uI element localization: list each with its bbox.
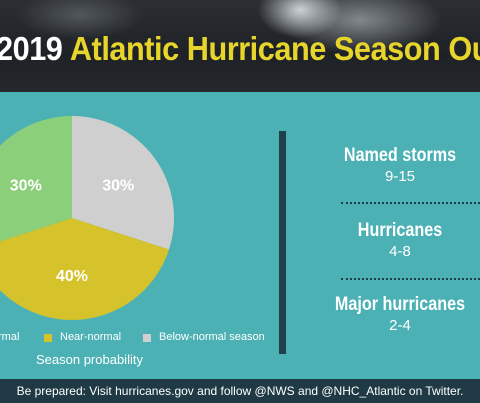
legend-swatch-below-normal (143, 334, 151, 342)
stat-label-major-hurricanes: Major hurricanes (334, 294, 466, 315)
legend-label-above-normal: rmal (0, 331, 20, 343)
legend-label-near-normal: Near-normal (60, 331, 122, 343)
stat-label-named-storms: Named storms (343, 145, 457, 166)
footer-bar: Be prepared: Visit hurricanes.gov and fo… (0, 379, 480, 403)
legend-swatch-near-normal (44, 334, 52, 342)
pie-label-below-normal: 30% (102, 177, 134, 194)
stat-label-hurricanes: Hurricanes (357, 220, 443, 241)
stat-named-storms: Named storms 9-15 (300, 145, 480, 185)
pie-slice-above-normal (0, 116, 72, 242)
stat-separator (341, 278, 480, 280)
pie-label-near-normal: 40% (56, 268, 88, 285)
title-text: Atlantic Hurricane Season Outlo (69, 30, 480, 67)
stat-hurricanes: Hurricanes 4-8 (300, 220, 480, 260)
pie-label-above-normal: 30% (10, 177, 42, 194)
stat-major-hurricanes: Major hurricanes 2-4 (300, 294, 480, 334)
stat-value-major-hurricanes: 2-4 (389, 317, 411, 334)
pie-slice-near-normal (0, 218, 170, 320)
stat-value-named-storms: 9-15 (384, 168, 416, 185)
title-year: 2019 (0, 30, 63, 67)
vertical-divider (279, 131, 286, 354)
stat-value-hurricanes: 4-8 (389, 243, 411, 260)
pie-slice-below-normal (72, 116, 174, 250)
stat-separator (341, 202, 480, 204)
chart-caption: Season probability (36, 352, 143, 367)
legend-label-below-normal: Below-normal season (159, 331, 265, 343)
